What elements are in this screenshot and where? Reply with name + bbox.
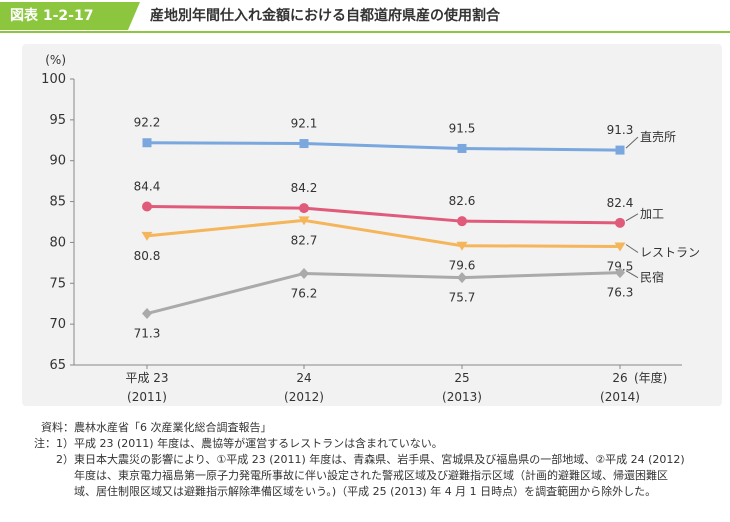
series-3-data-label-1: 76.2: [291, 286, 318, 300]
line-chart: 65 70 75 80 85 90 95 100 (%) 平成 23 (2011) 24 (2012) 2…: [41, 53, 700, 404]
series-1-leader-line: [625, 213, 639, 222]
series-2-point-2: [456, 241, 468, 251]
series-3-point-1: [299, 267, 309, 279]
series-2-point-0: [141, 231, 153, 241]
header-underline: [0, 31, 730, 33]
series-0-data-label-1: 92.1: [291, 117, 318, 131]
series-3-name-label: 民宿: [640, 270, 664, 285]
series-3-data-label-3: 76.3: [607, 286, 634, 300]
series-1-data-label-3: 82.4: [607, 196, 634, 210]
series-0-name-label: 直売所: [640, 129, 676, 144]
series-1-data-label-0: 84.4: [134, 179, 161, 193]
series-line-2: [146, 218, 621, 249]
y-tick-label-70: 70: [49, 317, 66, 332]
series-line-1: [146, 204, 621, 225]
series-3-point-0: [142, 308, 152, 320]
note-key: 注：1）: [34, 437, 74, 450]
series-0-point-2: [457, 143, 467, 153]
series-0-leader-line: [625, 136, 639, 149]
series-0-data-label-2: 91.5: [449, 121, 476, 135]
series-1-point-3: [615, 217, 625, 228]
x-tick-label-3: 26: [612, 371, 627, 385]
figure-header: 図表 1-2-17 産地別年間仕入れ金額における自都道府県産の使用割合: [0, 0, 730, 34]
series-0-point-1: [299, 139, 309, 149]
x-tick-label-0: 平成 23: [125, 371, 168, 385]
note-2-key: 2）: [56, 453, 74, 466]
badge-notch: [128, 2, 140, 30]
source-note: 資料： 農林水産省「6 次産業化総合調査報告」: [22, 420, 727, 436]
series-1-point-2: [457, 216, 467, 227]
y-tick-label-65: 65: [49, 358, 66, 373]
series-3-point-3: [615, 267, 625, 279]
x-tick-sublabel-2: (2013): [442, 390, 482, 404]
series-1-point-0: [142, 201, 152, 212]
note-2: 2） 東日本大震災の影響により、①平成 23 (2011) 年度は、青森県、岩手…: [22, 452, 727, 468]
series-3-leader-line: [625, 270, 639, 279]
series-2-data-label-0: 80.8: [134, 249, 161, 263]
series-line-3: [146, 271, 621, 315]
source-key: 資料：: [41, 421, 74, 434]
chart-panel: 65 70 75 80 85 90 95 100 (%) 平成 23 (2011) 24 (2012) 2…: [22, 44, 722, 406]
series-2-name-label: レストラン: [640, 246, 700, 260]
series-3-data-label-2: 75.7: [449, 291, 476, 305]
series-1-data-label-1: 84.2: [291, 181, 318, 195]
series-0-point-3: [615, 145, 625, 155]
series-1-name-label: 加工: [640, 207, 664, 221]
y-axis-unit-label: (%): [45, 53, 66, 67]
source-text: 農林水産省「6 次産業化総合調査報告」: [74, 421, 272, 434]
series-3-point-2: [457, 272, 467, 284]
series-1-point-1: [299, 203, 309, 214]
x-tick-label-2: 25: [454, 371, 469, 385]
x-tick-sublabel-0: (2011): [127, 390, 167, 404]
y-tick-label-95: 95: [49, 113, 66, 128]
y-tick-label-80: 80: [49, 235, 66, 250]
note-1: 注：1） 平成 23 (2011) 年度は、農協等が運営するレストランは含まれて…: [22, 436, 727, 452]
figure-number-badge: 図表 1-2-17: [0, 2, 128, 30]
series-2-leader-line: [625, 244, 639, 253]
series-2-data-label-2: 79.6: [449, 259, 476, 273]
x-tick-sublabel-3: (2014): [600, 390, 640, 404]
series-2-point-3: [614, 242, 626, 252]
series-3-data-label-0: 71.3: [134, 327, 161, 341]
series-2-data-label-1: 82.7: [291, 233, 318, 247]
series-0-point-0: [142, 138, 152, 148]
note-1-text: 平成 23 (2011) 年度は、農協等が運営するレストランは含まれていない。: [74, 437, 443, 450]
y-tick-label-90: 90: [49, 154, 66, 169]
y-tick-label-85: 85: [49, 195, 66, 210]
note-2-text-line3: 域、居住制限区域又は避難指示解除準備区域をいう。)（平成 25 (2013) 年…: [74, 485, 657, 498]
series-2-point-1: [298, 216, 310, 226]
x-tick-sublabel-1: (2012): [284, 390, 324, 404]
series-line-0: [146, 141, 621, 152]
series-2-data-label-3: 79.5: [607, 260, 634, 274]
y-tick-label-100: 100: [41, 72, 66, 87]
x-axis-unit-label: (年度): [634, 370, 667, 385]
notes-section: 資料： 農林水産省「6 次産業化総合調査報告」 注：1） 平成 23 (2011…: [22, 420, 727, 500]
y-tick-label-75: 75: [49, 276, 66, 291]
note-2-text-line2: 年度は、東京電力福島第一原子力発電所事故に伴い設定された警戒区域及び避難指示区域…: [74, 469, 668, 482]
x-tick-label-1: 24: [296, 371, 311, 385]
chart-title: 産地別年間仕入れ金額における自都道府県産の使用割合: [150, 8, 500, 24]
note-2-text-line1: 東日本大震災の影響により、①平成 23 (2011) 年度は、青森県、岩手県、宮…: [74, 453, 685, 466]
series-1-data-label-2: 82.6: [449, 194, 476, 208]
series-0-data-label-3: 91.3: [607, 123, 634, 137]
series-0-data-label-0: 92.2: [134, 116, 161, 130]
